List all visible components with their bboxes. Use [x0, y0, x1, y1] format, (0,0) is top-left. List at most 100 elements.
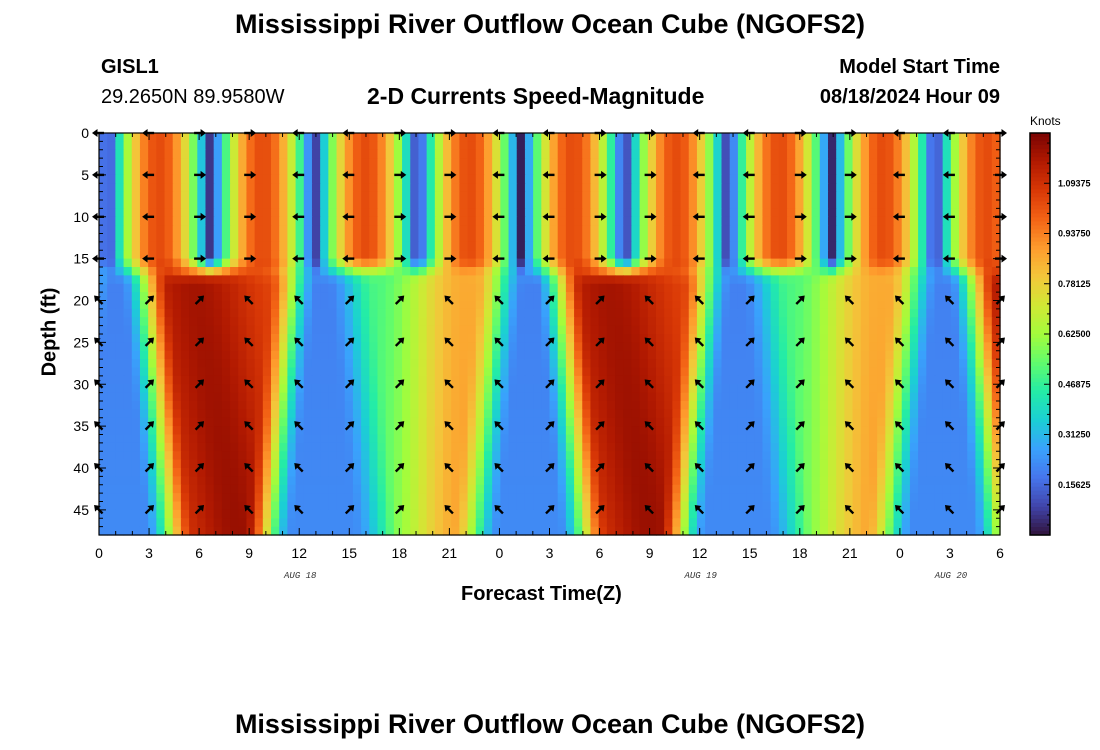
- current-vector-arrow: [294, 421, 304, 431]
- current-vector-arrow: [144, 463, 155, 473]
- current-vector-arrow: [892, 170, 905, 179]
- model-start-label: Model Start Time: [839, 56, 1000, 78]
- y-tick-label: 25: [73, 334, 89, 350]
- current-vector-arrow: [844, 337, 855, 347]
- current-vector-arrow: [644, 254, 657, 263]
- x-tick-label: 12: [692, 545, 708, 561]
- y-tick-label: 40: [73, 460, 89, 476]
- current-vector-arrow: [894, 463, 905, 473]
- current-vector-arrow: [394, 463, 405, 473]
- current-vector-arrow: [894, 379, 905, 389]
- y-tick-label: 30: [73, 376, 89, 392]
- current-vector-arrow: [342, 170, 355, 179]
- current-vector-arrow: [694, 295, 705, 305]
- current-vector-arrow: [294, 504, 304, 515]
- current-vector-arrow: [394, 379, 405, 389]
- current-vector-arrow: [294, 295, 304, 305]
- current-vector-arrow: [494, 421, 504, 431]
- date-label: AUG 20: [934, 571, 968, 581]
- y-tick-label: 0: [81, 125, 89, 141]
- current-vector-arrow: [692, 170, 705, 179]
- current-vector-arrow: [344, 463, 355, 473]
- y-tick-label: 10: [73, 209, 89, 225]
- current-vector-arrow: [244, 463, 254, 473]
- current-vector-arrow: [892, 212, 905, 221]
- current-vector-arrow: [745, 295, 755, 305]
- x-tick-label: 18: [392, 545, 408, 561]
- current-vector-arrow: [745, 463, 755, 473]
- current-vector-arrow: [292, 170, 305, 179]
- current-vector-arrow: [494, 379, 504, 389]
- current-vector-arrow: [694, 504, 705, 515]
- x-axis-label: Forecast Time(Z): [461, 583, 622, 605]
- current-vector-arrow: [394, 212, 407, 221]
- current-vector-arrow: [694, 463, 705, 473]
- current-vector-arrow: [942, 212, 955, 221]
- x-tick-label: 0: [496, 545, 504, 561]
- current-vector-arrow: [342, 212, 355, 221]
- current-vector-arrow: [595, 379, 605, 389]
- current-vector-arrow: [595, 295, 605, 305]
- station-id: GISL1: [101, 56, 159, 78]
- current-vector-arrow: [244, 170, 257, 179]
- current-vector-arrow: [644, 170, 657, 179]
- current-vector-arrow: [795, 337, 805, 347]
- current-vector-arrow: [694, 421, 705, 431]
- current-vector-arrow: [492, 254, 505, 263]
- x-tick-label: 3: [546, 545, 554, 561]
- colorbar: Knots 1.09375 0.93750 0.78125 0.62500 0.46875…: [1029, 114, 1091, 536]
- current-vector-arrow: [194, 295, 205, 305]
- current-vector-arrow: [794, 170, 807, 179]
- current-vector-arrow: [545, 379, 555, 389]
- current-vector-arrow: [594, 170, 607, 179]
- current-vector-arrow: [344, 421, 355, 431]
- current-vector-arrow: [595, 421, 605, 431]
- current-vector-arrow: [844, 254, 857, 263]
- current-vector-arrow: [444, 421, 454, 431]
- current-vector-arrow: [394, 421, 405, 431]
- current-vector-arrow: [344, 295, 355, 305]
- current-vector-arrow: [844, 295, 855, 305]
- current-vector-arrow: [944, 295, 955, 305]
- heatmap-cells: [99, 133, 1001, 536]
- current-vector-arrow: [194, 504, 205, 515]
- current-vector-arrow: [444, 504, 454, 515]
- current-vector-arrow: [794, 254, 807, 263]
- current-vector-arrow: [894, 295, 905, 305]
- colorbar-tick-label: 0.62500: [1058, 329, 1091, 339]
- x-tick-label: 18: [792, 545, 808, 561]
- current-vector-arrow: [894, 337, 905, 347]
- x-tick-label: 6: [996, 545, 1004, 561]
- x-tick-label: 6: [596, 545, 604, 561]
- current-vector-arrow: [844, 212, 857, 221]
- current-vector-arrow: [394, 337, 405, 347]
- model-start-time: 08/18/2024 Hour 09: [819, 86, 1000, 108]
- current-vector-arrow: [644, 504, 654, 515]
- current-vector-arrow: [194, 337, 205, 347]
- current-vector-arrow: [494, 295, 504, 305]
- current-vector-arrow: [142, 212, 155, 221]
- current-vector-arrow: [944, 463, 955, 473]
- current-vector-arrow: [492, 170, 505, 179]
- current-vector-arrow: [494, 463, 504, 473]
- colorbar-tick-label: 0.93750: [1058, 229, 1091, 239]
- current-vector-arrow: [244, 504, 254, 515]
- current-vector-arrow: [944, 379, 955, 389]
- x-tick-label: 15: [341, 545, 357, 561]
- current-vector-arrow: [545, 463, 555, 473]
- current-vector-arrow: [745, 379, 755, 389]
- x-tick-label: 12: [291, 545, 307, 561]
- x-tick-label: 0: [95, 545, 103, 561]
- current-vector-arrow: [294, 337, 304, 347]
- current-vector-arrow: [344, 504, 355, 515]
- colorbar-tick-label: 0.46875: [1058, 379, 1091, 389]
- colorbar-tick-label: 0.15625: [1058, 480, 1091, 490]
- current-vector-arrow: [692, 254, 705, 263]
- current-vector-arrow: [745, 337, 755, 347]
- x-tick-label: 3: [946, 545, 954, 561]
- current-vector-arrow: [194, 212, 207, 221]
- current-vector-arrow: [794, 212, 807, 221]
- current-vector-arrow: [444, 295, 454, 305]
- current-vector-arrow: [944, 337, 955, 347]
